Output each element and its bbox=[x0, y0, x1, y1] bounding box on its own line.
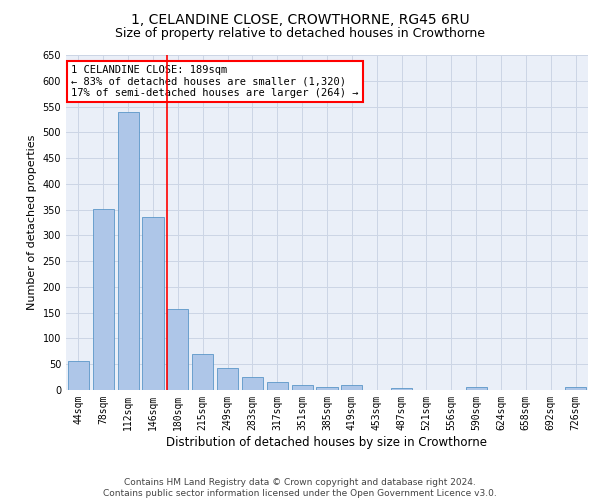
Text: 1 CELANDINE CLOSE: 189sqm
← 83% of detached houses are smaller (1,320)
17% of se: 1 CELANDINE CLOSE: 189sqm ← 83% of detac… bbox=[71, 65, 359, 98]
Text: Contains HM Land Registry data © Crown copyright and database right 2024.
Contai: Contains HM Land Registry data © Crown c… bbox=[103, 478, 497, 498]
Text: 1, CELANDINE CLOSE, CROWTHORNE, RG45 6RU: 1, CELANDINE CLOSE, CROWTHORNE, RG45 6RU bbox=[131, 12, 469, 26]
Bar bbox=[316, 388, 338, 390]
Y-axis label: Number of detached properties: Number of detached properties bbox=[27, 135, 37, 310]
Bar bbox=[292, 385, 313, 390]
Bar bbox=[167, 309, 188, 390]
Bar bbox=[391, 388, 412, 390]
Bar bbox=[341, 385, 362, 390]
Bar bbox=[466, 388, 487, 390]
Text: Size of property relative to detached houses in Crowthorne: Size of property relative to detached ho… bbox=[115, 28, 485, 40]
Bar bbox=[142, 217, 164, 390]
Bar bbox=[118, 112, 139, 390]
Bar bbox=[68, 360, 89, 390]
Bar bbox=[267, 382, 288, 390]
Bar bbox=[242, 377, 263, 390]
Bar bbox=[217, 368, 238, 390]
Bar bbox=[565, 388, 586, 390]
Bar bbox=[192, 354, 213, 390]
Bar bbox=[93, 208, 114, 390]
X-axis label: Distribution of detached houses by size in Crowthorne: Distribution of detached houses by size … bbox=[167, 436, 487, 448]
